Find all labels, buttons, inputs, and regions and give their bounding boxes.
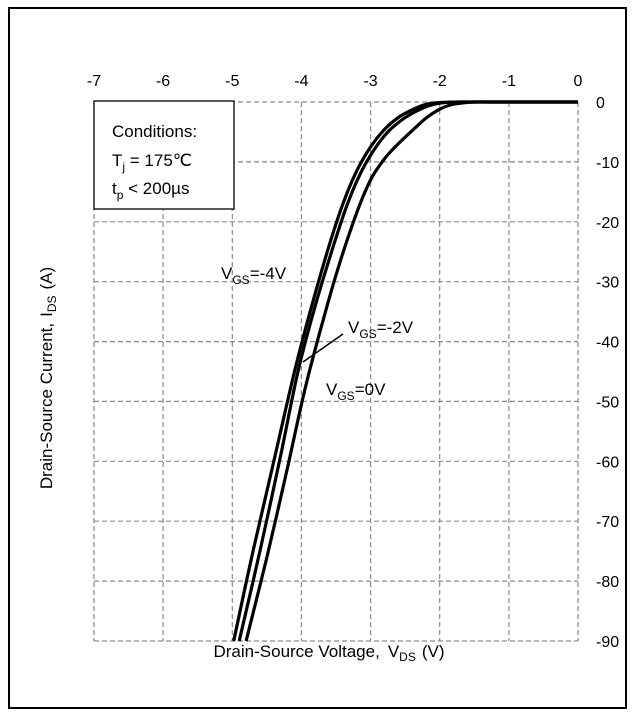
series-label-vgs-0-value: =0V bbox=[355, 380, 386, 399]
x-axis-title: Drain-Source Voltage, VDS (V) bbox=[213, 642, 444, 664]
x-tick-label: -3 bbox=[363, 73, 377, 90]
y-tick-label: -60 bbox=[596, 454, 619, 471]
y-tick-label: -20 bbox=[596, 215, 619, 232]
x-tick-label: -6 bbox=[156, 73, 170, 90]
series-label-vgs-minus2-leader bbox=[302, 333, 344, 363]
tick-label-layer: -7 -6 -5 -4 -3 -2 -1 00-10-20-30-40-50-60-70-80… bbox=[87, 73, 619, 651]
conditions-pulse-var: t bbox=[112, 179, 117, 198]
conditions-temperature-sub: j bbox=[121, 160, 125, 174]
series-label-vgs-0-sub: GS bbox=[337, 389, 354, 403]
series-line-2 bbox=[244, 100, 578, 642]
series-label-vgs-minus2: VGS=-2V bbox=[348, 318, 414, 341]
x-axis-title-unit: (V) bbox=[422, 642, 445, 661]
series-label-vgs-minus4-var: V bbox=[221, 264, 233, 283]
x-tick-label: -4 bbox=[294, 73, 308, 90]
curve-layer bbox=[232, 100, 578, 642]
series-label-vgs-minus2-var: V bbox=[348, 318, 360, 337]
series-label-vgs-minus4-sub: GS bbox=[232, 273, 249, 287]
x-tick-label: -5 bbox=[225, 73, 239, 90]
series-label-vgs-minus2-value: =-2V bbox=[377, 318, 414, 337]
conditions-pulse-sub: p bbox=[117, 188, 124, 202]
series-label-vgs-0-var: V bbox=[326, 380, 338, 399]
y-tick-label: -30 bbox=[596, 275, 619, 292]
y-axis-title-text: Drain-Source Current, bbox=[37, 323, 56, 489]
x-axis-title-text: Drain-Source Voltage, bbox=[213, 642, 379, 661]
x-tick-label: 0 bbox=[574, 73, 583, 90]
y-axis-title-sub: DS bbox=[45, 295, 59, 312]
series-label-vgs-minus4: VGS=-4V bbox=[221, 264, 287, 287]
y-tick-label: -10 bbox=[596, 155, 619, 172]
y-tick-label: -90 bbox=[596, 634, 619, 651]
x-tick-label: -2 bbox=[433, 73, 447, 90]
y-tick-label: -50 bbox=[596, 394, 619, 411]
x-axis-title-var: V bbox=[388, 642, 400, 661]
conditions-temperature-value: = 175℃ bbox=[125, 151, 192, 170]
series-line-0 bbox=[232, 100, 578, 642]
conditions-temperature-var: T bbox=[112, 151, 122, 170]
y-axis-title-var: I bbox=[37, 312, 56, 317]
x-axis-title-sub: DS bbox=[399, 650, 416, 664]
x-tick-label: -1 bbox=[502, 73, 516, 90]
conditions-temperature: Tj = 175℃ bbox=[112, 151, 192, 174]
series-label-vgs-minus4-value: =-4V bbox=[250, 264, 287, 283]
y-tick-label: -40 bbox=[596, 335, 619, 352]
series-label-vgs-0: VGS=0V bbox=[326, 380, 386, 403]
y-tick-label: -70 bbox=[596, 514, 619, 531]
series-line-1 bbox=[237, 100, 578, 642]
conditions-title: Conditions: bbox=[112, 122, 197, 141]
chart-frame: -7 -6 -5 -4 -3 -2 -1 0 0 -10 -20 -30 -40 -50 -60 -70 -80… bbox=[8, 7, 627, 709]
conditions-pulse-width: tp < 200µs bbox=[112, 179, 189, 202]
conditions-box: Conditions: Tj = 175℃ tp < 200µs bbox=[93, 100, 235, 210]
chart-svg: -7 -6 -5 -4 -3 -2 -1 00-10-20-30-40-50-60-70-80… bbox=[37, 73, 619, 664]
y-tick-label: 0 bbox=[596, 95, 605, 112]
y-axis-title-unit: (A) bbox=[37, 267, 56, 290]
conditions-pulse-value: < 200µs bbox=[123, 179, 189, 198]
y-tick-label: -80 bbox=[596, 574, 619, 591]
y-axis-title: Drain-Source Current, IDS (A) bbox=[37, 267, 59, 489]
x-tick-label: -7 bbox=[87, 73, 101, 90]
series-label-vgs-minus2-sub: GS bbox=[359, 327, 376, 341]
conditions-box-border bbox=[93, 100, 235, 210]
